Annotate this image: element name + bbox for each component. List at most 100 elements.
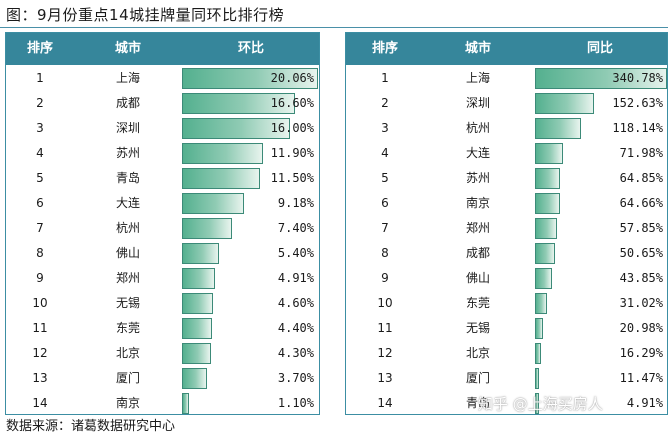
rank-cell: 8 (36, 246, 44, 260)
bar-value-label: 64.85% (619, 171, 663, 185)
bar-value-label: 4.60% (277, 296, 314, 310)
yoy-bar (535, 218, 558, 239)
bar-cell: 11.50% (182, 168, 318, 189)
bar-cell: 4.91% (535, 393, 667, 414)
rank-cell: 9 (36, 271, 44, 285)
bar-value-label: 3.70% (277, 371, 314, 385)
watermark: 知乎 @上海买房人 (478, 395, 603, 413)
city-cell: 厦门 (465, 371, 490, 385)
mom-bar (182, 93, 295, 114)
rank-cell: 10 (32, 296, 48, 310)
bar-cell: 43.85% (535, 268, 667, 289)
rank-cell: 7 (381, 221, 389, 235)
mom-table-row: 14 南京 1.10% (6, 391, 319, 416)
yoy-bar (535, 293, 547, 314)
yoy-bar (535, 93, 595, 114)
header-rank: 排序 (26, 41, 53, 56)
yoy-table-row: 6 南京 64.66% (346, 191, 667, 216)
rank-cell: 5 (36, 171, 44, 185)
bar-cell: 1.10% (182, 393, 318, 414)
city-cell: 郑州 (115, 271, 140, 285)
mom-table-row: 5 青岛 11.50% (6, 166, 319, 191)
bar-cell: 50.65% (535, 243, 667, 264)
mom-table-row: 2 成都 16.60% (6, 91, 319, 116)
city-cell: 深圳 (465, 96, 490, 110)
bar-value-label: 50.65% (619, 246, 663, 260)
rank-cell: 9 (381, 271, 389, 285)
city-cell: 无锡 (115, 296, 140, 310)
yoy-bar (535, 268, 552, 289)
yoy-table-row: 14 青岛 4.91% (346, 391, 667, 416)
bar-cell: 64.85% (535, 168, 667, 189)
mom-table-row: 7 杭州 7.40% (6, 216, 319, 241)
header-city: 城市 (464, 41, 491, 56)
rank-cell: 3 (381, 121, 389, 135)
bar-value-label: 4.91% (626, 396, 663, 410)
rank-cell: 12 (377, 346, 393, 360)
yoy-table-row: 4 大连 71.98% (346, 141, 667, 166)
city-cell: 南京 (115, 396, 140, 410)
bar-cell: 16.00% (182, 118, 318, 139)
yoy-table: 排序 城市 同比 1 上海 340.78% 2 深圳 152.63% 3 杭州 118.14% 4… (345, 32, 668, 415)
yoy-bar (535, 343, 542, 364)
city-cell: 上海 (465, 71, 490, 85)
data-source-note: 数据来源：诸葛数据研究中心 (6, 419, 176, 434)
mom-bar (182, 143, 263, 164)
rank-cell: 14 (377, 396, 393, 410)
mom-table-row: 12 北京 4.30% (6, 341, 319, 366)
city-cell: 杭州 (115, 221, 140, 235)
rank-cell: 13 (377, 371, 393, 385)
bar-cell: 16.29% (535, 343, 667, 364)
rank-cell: 11 (377, 321, 393, 335)
bar-value-label: 16.29% (619, 346, 663, 360)
yoy-table-row: 13 厦门 11.47% (346, 366, 667, 391)
mom-bar (182, 118, 291, 139)
mom-table-row: 3 深圳 16.00% (6, 116, 319, 141)
bar-value-label: 5.40% (277, 246, 314, 260)
bar-cell: 16.60% (182, 93, 318, 114)
header-yoy: 同比 (586, 41, 613, 56)
bar-cell: 57.85% (535, 218, 667, 239)
mom-bar (182, 293, 214, 314)
mom-table-header: 排序 城市 环比 (6, 33, 319, 65)
bar-value-label: 4.40% (277, 321, 314, 335)
bar-value-label: 7.40% (277, 221, 314, 235)
header-city: 城市 (114, 41, 141, 56)
city-cell: 苏州 (115, 146, 140, 160)
yoy-bar (535, 68, 667, 89)
city-cell: 佛山 (115, 246, 140, 260)
mom-bar (182, 168, 260, 189)
city-cell: 成都 (115, 96, 140, 110)
yoy-table-row: 2 深圳 152.63% (346, 91, 667, 116)
mom-table-row: 11 东莞 4.40% (6, 316, 319, 341)
bar-value-label: 64.66% (619, 196, 663, 210)
mom-table-row: 8 佛山 5.40% (6, 241, 319, 266)
bar-cell: 64.66% (535, 193, 667, 214)
bar-cell: 20.06% (182, 68, 318, 89)
bar-cell: 11.90% (182, 143, 318, 164)
yoy-bar (535, 243, 555, 264)
bar-value-label: 11.47% (619, 371, 663, 385)
rank-cell: 2 (381, 96, 389, 110)
city-cell: 成都 (465, 246, 490, 260)
mom-table-row: 10 无锡 4.60% (6, 291, 319, 316)
city-cell: 大连 (465, 146, 490, 160)
city-cell: 上海 (115, 71, 140, 85)
mom-table-row: 9 郑州 4.91% (6, 266, 319, 291)
city-cell: 佛山 (465, 271, 490, 285)
yoy-bar (535, 368, 540, 389)
header-mom: 环比 (237, 41, 264, 56)
title-divider (0, 27, 668, 28)
yoy-table-row: 1 上海 340.78% (346, 66, 667, 91)
bar-value-label: 16.60% (270, 96, 314, 110)
yoy-bar (535, 393, 539, 414)
city-cell: 青岛 (465, 396, 490, 410)
bar-cell: 152.63% (535, 93, 667, 114)
rank-cell: 14 (32, 396, 48, 410)
bar-cell: 7.40% (182, 218, 318, 239)
yoy-table-row: 5 苏州 64.85% (346, 166, 667, 191)
mom-bar (182, 318, 212, 339)
city-cell: 南京 (465, 196, 490, 210)
bar-value-label: 20.06% (270, 71, 314, 85)
rank-cell: 8 (381, 246, 389, 260)
